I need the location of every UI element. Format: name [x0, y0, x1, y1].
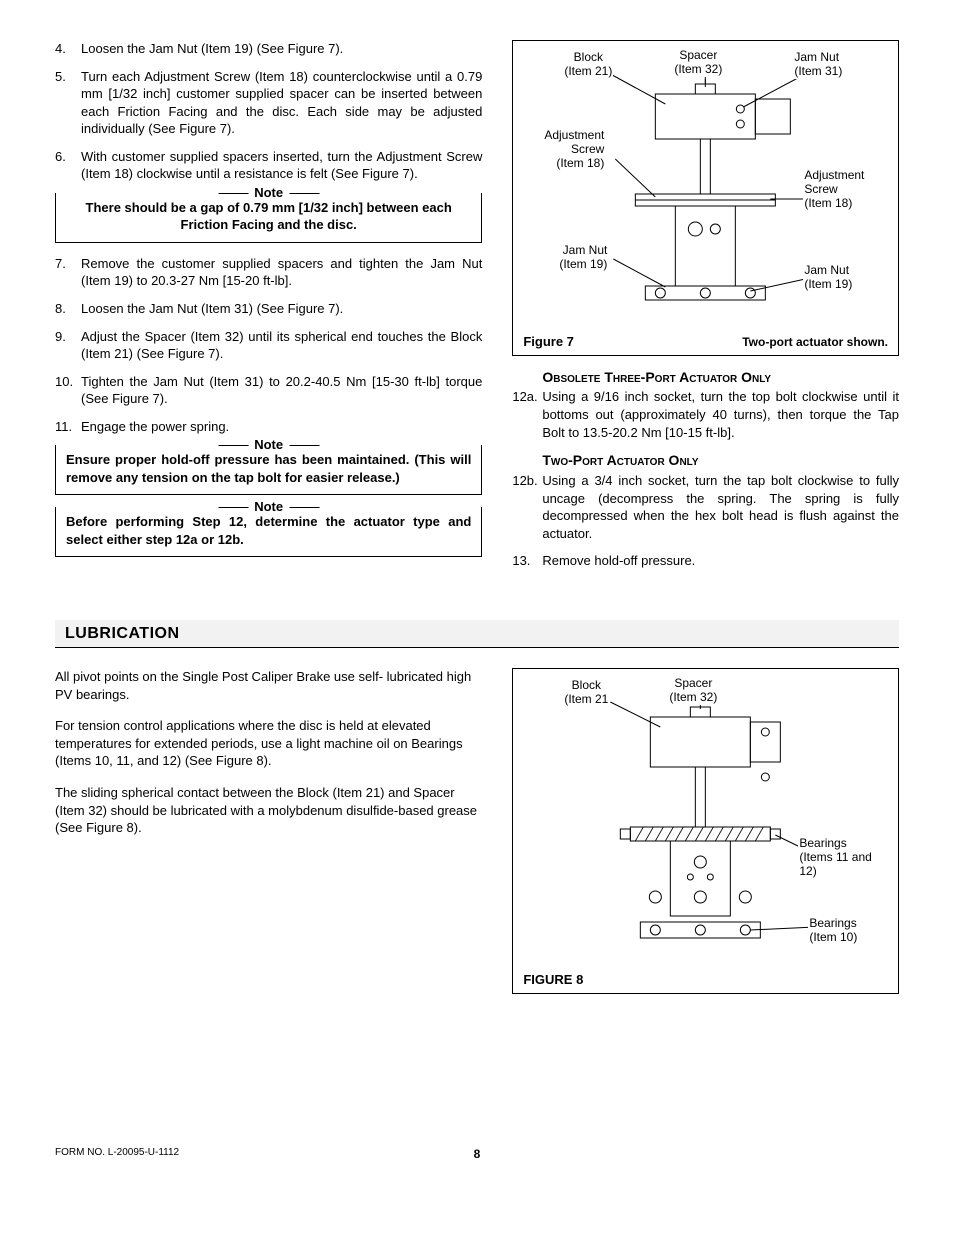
lubrication-p1: All pivot points on the Single Post Cali…: [55, 668, 482, 703]
step-num: 4.: [55, 40, 81, 58]
figure-8-box: Block (Item 21 Spacer (Item 32) Bearings…: [512, 668, 899, 994]
page-number: 8: [474, 1146, 481, 1162]
fig7-label-jamnut19-r: Jam Nut (Item 19): [803, 264, 853, 292]
fig7-label-adjscrew-r: Adjustment Screw (Item 18): [803, 169, 865, 210]
page-footer: FORM NO. L-20095-U-1112 8: [55, 1146, 899, 1160]
note-label: Note: [248, 436, 289, 454]
step-text: Engage the power spring.: [81, 418, 482, 436]
step-text: Loosen the Jam Nut (Item 31) (See Figure…: [81, 300, 482, 318]
step-num: 13.: [512, 552, 542, 570]
note-label: Note: [248, 498, 289, 516]
lubrication-text: All pivot points on the Single Post Cali…: [55, 668, 482, 1006]
figure-7-box: Block (Item 21) Spacer (Item 32) Jam Nut…: [512, 40, 899, 356]
note-text: There should be a gap of 0.79 mm [1/32 i…: [86, 200, 452, 233]
note-box-1: Note There should be a gap of 0.79 mm [1…: [55, 193, 482, 243]
step-text: Turn each Adjustment Screw (Item 18) cou…: [81, 68, 482, 138]
fig7-label-block: Block (Item 21): [563, 51, 613, 79]
step-text: Loosen the Jam Nut (Item 19) (See Figure…: [81, 40, 482, 58]
steps-list-2: 7.Remove the customer supplied spacers a…: [55, 255, 482, 435]
step-num: 11.: [55, 418, 81, 436]
step-text: With customer supplied spacers inserted,…: [81, 148, 482, 183]
figure-7-number: Figure 7: [523, 333, 574, 351]
form-number: FORM NO. L-20095-U-1112: [55, 1146, 179, 1160]
step-text: Using a 9/16 inch socket, turn the top b…: [542, 388, 899, 441]
step-num: 9.: [55, 328, 81, 363]
step-text: Remove the customer supplied spacers and…: [81, 255, 482, 290]
steps-list-1: 4.Loosen the Jam Nut (Item 19) (See Figu…: [55, 40, 482, 183]
fig7-label-jamnut19-l: Jam Nut (Item 19): [538, 244, 608, 272]
fig7-label-adjscrew-l: Adjustment Screw (Item 18): [525, 129, 605, 170]
note-box-3: Note Before performing Step 12, determin…: [55, 507, 482, 557]
step-text: Adjust the Spacer (Item 32) until its sp…: [81, 328, 482, 363]
fig8-label-bearings-10: Bearings (Item 10): [808, 917, 858, 945]
two-port-heading: Two-Port Actuator Only: [542, 451, 899, 470]
fig8-label-bearings-1112: Bearings (Items 11 and 12): [798, 837, 888, 878]
step-num: 6.: [55, 148, 81, 183]
step-num: 10.: [55, 373, 81, 408]
step-num: 8.: [55, 300, 81, 318]
lubrication-p2: For tension control applications where t…: [55, 717, 482, 770]
step-text: Tighten the Jam Nut (Item 31) to 20.2-40…: [81, 373, 482, 408]
fig7-label-spacer: Spacer (Item 32): [673, 49, 723, 77]
figure-7-caption: Two-port actuator shown.: [742, 334, 888, 350]
figure-8-diagram: Block (Item 21 Spacer (Item 32) Bearings…: [523, 677, 888, 967]
step-num: 5.: [55, 68, 81, 138]
fig7-label-jamnut31: Jam Nut (Item 31): [793, 51, 843, 79]
step-text: Remove hold-off pressure.: [542, 552, 899, 570]
note-text: Before performing Step 12, determine the…: [66, 514, 471, 547]
figure-8-number: FIGURE 8: [523, 971, 583, 989]
note-text: Ensure proper hold-off pressure has been…: [66, 452, 471, 485]
fig8-label-spacer: Spacer (Item 32): [668, 677, 718, 705]
lubrication-heading: LUBRICATION: [55, 620, 899, 649]
step-num: 12b.: [512, 472, 542, 542]
note-label: Note: [248, 184, 289, 202]
step-num: 7.: [55, 255, 81, 290]
figure-7-diagram: Block (Item 21) Spacer (Item 32) Jam Nut…: [523, 49, 888, 329]
fig8-label-block: Block (Item 21: [563, 679, 609, 707]
lubrication-p3: The sliding spherical contact between th…: [55, 784, 482, 837]
note-box-2: Note Ensure proper hold-off pressure has…: [55, 445, 482, 495]
step-text: Using a 3/4 inch socket, turn the tap bo…: [542, 472, 899, 542]
obsolete-three-port-heading: Obsolete Three-Port Actuator Only: [542, 368, 899, 387]
step-num: 12a.: [512, 388, 542, 441]
